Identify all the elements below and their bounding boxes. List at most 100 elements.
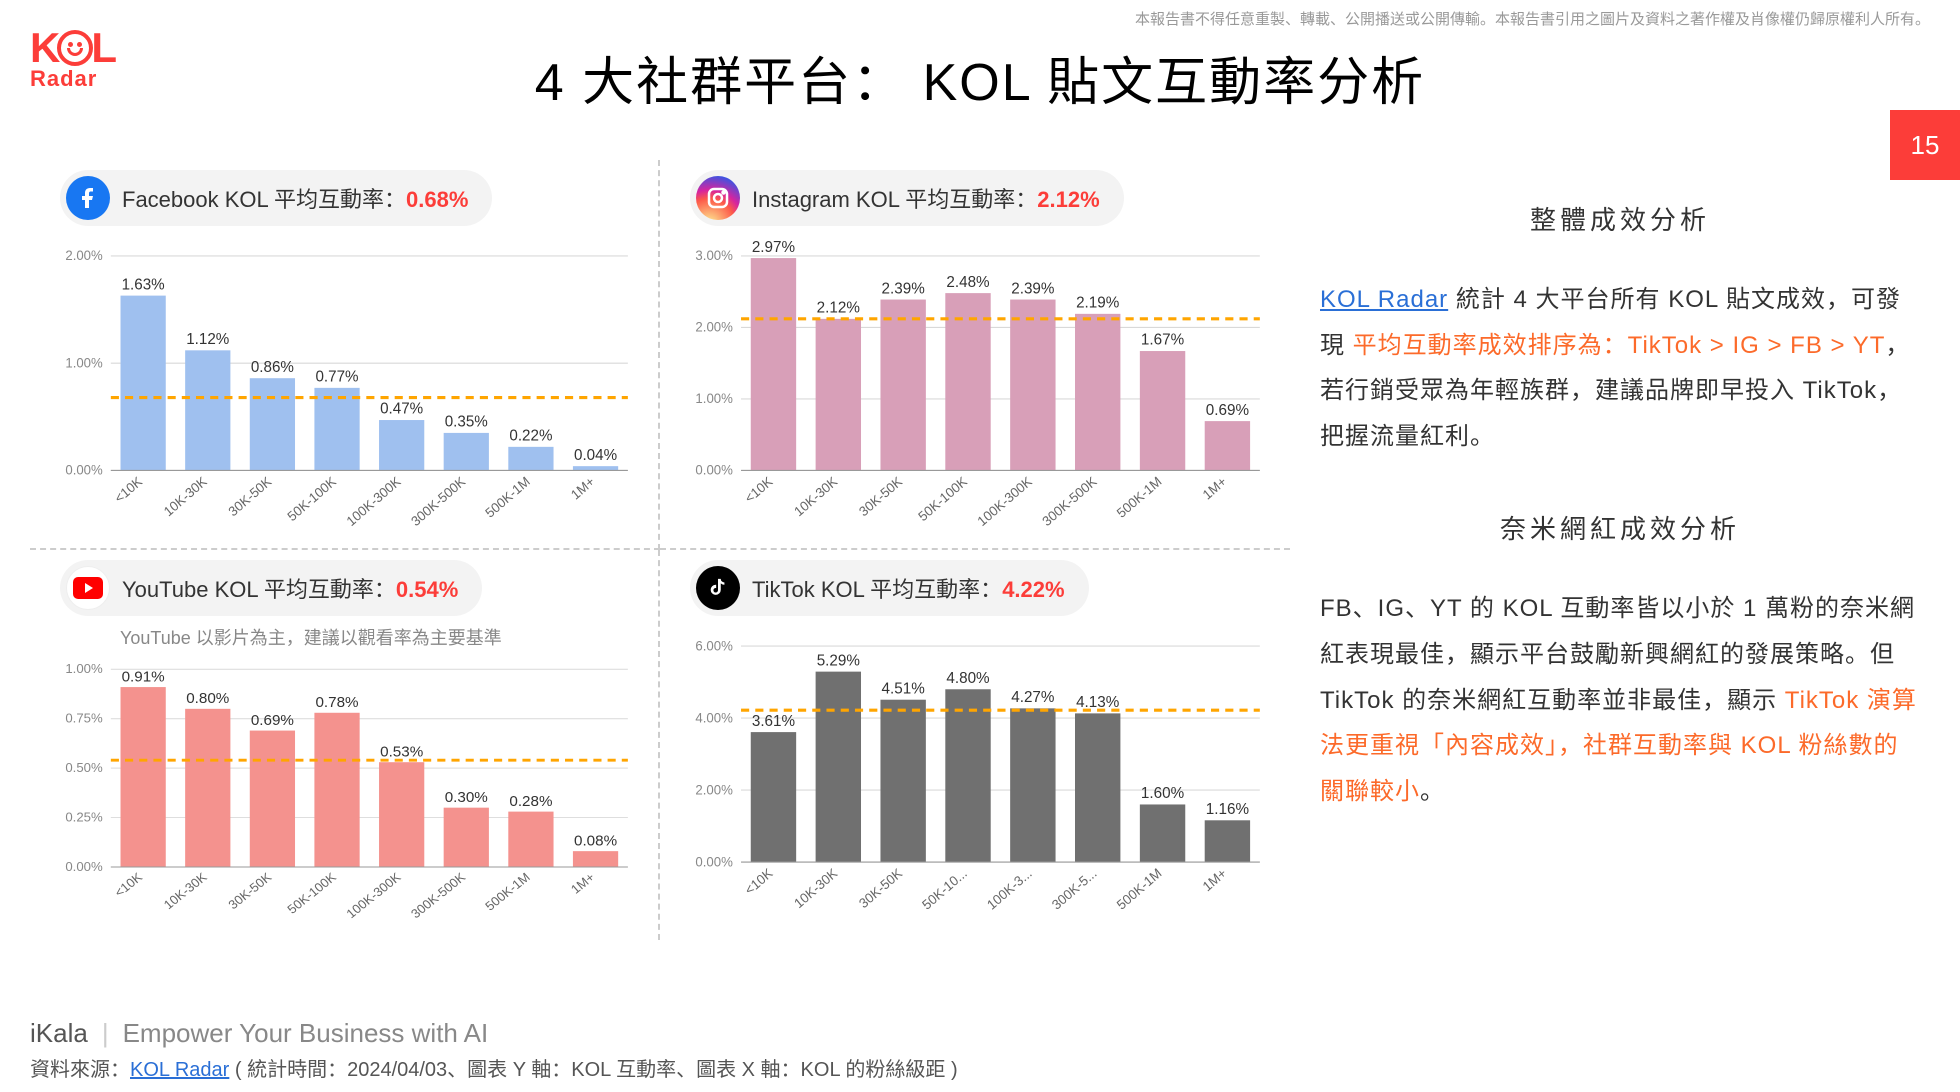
svg-text:0.50%: 0.50% [65, 760, 102, 775]
svg-text:1M+: 1M+ [1200, 474, 1230, 503]
svg-text:30K-50K: 30K-50K [225, 869, 274, 912]
svg-text:2.19%: 2.19% [1076, 294, 1119, 311]
svg-text:2.12%: 2.12% [817, 299, 860, 316]
svg-text:50K-100K: 50K-100K [284, 869, 339, 916]
svg-text:0.53%: 0.53% [380, 745, 423, 761]
svg-text:5.29%: 5.29% [817, 652, 860, 669]
svg-text:10K-30K: 10K-30K [161, 474, 210, 520]
svg-text:100K-300K: 100K-300K [975, 474, 1035, 528]
page-number-badge: 15 [1890, 110, 1960, 180]
svg-text:0.08%: 0.08% [574, 834, 617, 850]
svg-text:0.35%: 0.35% [445, 413, 488, 430]
nano-analysis-body: FB、IG、YT 的 KOL 互動率皆以小於 1 萬粉的奈米網紅表現最佳，顯示平… [1320, 586, 1920, 814]
page-title: 4 大社群平台： KOL 貼文互動率分析 [0, 40, 1960, 115]
instagram-chart-header: Instagram KOL 平均互動率：2.12% [690, 170, 1124, 226]
svg-text:500K-1M: 500K-1M [1114, 865, 1165, 912]
svg-text:300K-5...: 300K-5... [1049, 865, 1100, 912]
svg-text:4.80%: 4.80% [946, 670, 989, 687]
svg-text:0.86%: 0.86% [251, 359, 294, 376]
svg-text:10K-30K: 10K-30K [161, 869, 210, 912]
tiktok-icon [696, 566, 740, 610]
svg-text:4.27%: 4.27% [1011, 689, 1054, 706]
svg-text:1.00%: 1.00% [65, 355, 102, 370]
svg-text:2.39%: 2.39% [1011, 280, 1054, 297]
svg-text:10K-30K: 10K-30K [791, 865, 840, 911]
svg-text:500K-1M: 500K-1M [482, 870, 533, 914]
svg-text:300K-500K: 300K-500K [408, 474, 468, 528]
analysis-sidebar: 整體成效分析 KOL Radar 統計 4 大平台所有 KOL 貼文成效，可發現… [1320, 200, 1920, 814]
svg-text:<10K: <10K [112, 474, 145, 506]
footer-brand: iKala|Empower Your Business with AI [30, 1018, 1930, 1049]
svg-text:<10K: <10K [742, 474, 775, 506]
svg-text:50K-100K: 50K-100K [285, 474, 339, 525]
svg-text:0.22%: 0.22% [509, 427, 552, 444]
svg-text:1M+: 1M+ [568, 870, 598, 897]
svg-text:100K-3...: 100K-3... [984, 865, 1035, 912]
svg-text:2.00%: 2.00% [65, 248, 102, 263]
svg-text:2.00%: 2.00% [695, 782, 733, 797]
instagram-icon [696, 176, 740, 220]
svg-text:0.00%: 0.00% [65, 859, 102, 874]
footer-source: 資料來源：KOL Radar ( 統計時間：2024/04/03、圖表 Y 軸：… [30, 1053, 1930, 1082]
svg-text:50K-100K: 50K-100K [915, 474, 970, 525]
svg-text:1M+: 1M+ [568, 474, 598, 503]
svg-text:30K-50K: 30K-50K [856, 474, 905, 520]
youtube-chart-cell: YouTube KOL 平均互動率：0.54% YouTube 以影片為主，建議… [30, 550, 660, 940]
svg-text:3.61%: 3.61% [752, 713, 795, 730]
svg-text:4.13%: 4.13% [1076, 694, 1119, 711]
facebook-icon [66, 176, 110, 220]
svg-text:300K-500K: 300K-500K [408, 869, 469, 920]
instagram-chart: 0.00%1.00%2.00%3.00%2.97%2.12%2.39%2.48%… [680, 235, 1270, 528]
facebook-chart-header: Facebook KOL 平均互動率：0.68% [60, 170, 492, 226]
svg-text:0.04%: 0.04% [574, 447, 617, 464]
svg-text:10K-30K: 10K-30K [791, 474, 840, 520]
tiktok-chart-header: TikTok KOL 平均互動率：4.22% [690, 560, 1089, 616]
svg-text:6.00%: 6.00% [695, 638, 733, 653]
svg-text:0.69%: 0.69% [251, 713, 294, 729]
overall-analysis-body: KOL Radar 統計 4 大平台所有 KOL 貼文成效，可發現 平均互動率成… [1320, 277, 1920, 459]
svg-text:0.80%: 0.80% [186, 691, 229, 707]
svg-text:1.63%: 1.63% [122, 276, 165, 293]
svg-text:1.00%: 1.00% [65, 661, 102, 676]
overall-analysis-title: 整體成效分析 [1320, 200, 1920, 237]
youtube-chart-header: YouTube KOL 平均互動率：0.54% [60, 560, 482, 616]
svg-text:0.91%: 0.91% [122, 670, 165, 686]
copyright-notice: 本報告書不得任意重製、轉載、公開播送或公開傳輸。本報告書引用之圖片及資料之著作權… [1135, 8, 1930, 29]
charts-grid: Facebook KOL 平均互動率：0.68% 0.00% 1.00% 2.00%… [30, 160, 1290, 940]
svg-text:50K-10...: 50K-10... [919, 865, 970, 912]
svg-text:100K-300K: 100K-300K [344, 474, 404, 528]
svg-text:30K-50K: 30K-50K [856, 865, 905, 911]
svg-text:1M+: 1M+ [1200, 865, 1230, 894]
svg-text:0.28%: 0.28% [509, 794, 552, 810]
svg-text:<10K: <10K [111, 869, 145, 900]
svg-text:0.25%: 0.25% [65, 810, 102, 825]
svg-text:4.51%: 4.51% [882, 680, 925, 697]
svg-text:0.75%: 0.75% [65, 711, 102, 726]
svg-text:2.97%: 2.97% [752, 239, 795, 256]
svg-text:2.39%: 2.39% [882, 280, 925, 297]
svg-text:2.48%: 2.48% [946, 274, 989, 291]
facebook-chart: 0.00% 1.00% 2.00% 1.63% 1.12% 0.86% 0.77% 0.47%… [50, 235, 638, 528]
youtube-chart: 0.00% 0.25% 0.50% 0.75% 1.00% 0.91% 0.80% 0.69%… [50, 650, 638, 920]
svg-text:0.69%: 0.69% [1206, 402, 1249, 419]
facebook-chart-cell: Facebook KOL 平均互動率：0.68% 0.00% 1.00% 2.00%… [30, 160, 660, 550]
svg-text:0.78%: 0.78% [315, 695, 358, 711]
svg-text:1.12%: 1.12% [186, 331, 229, 348]
svg-text:300K-500K: 300K-500K [1039, 474, 1099, 528]
svg-text:0.00%: 0.00% [65, 462, 102, 477]
svg-text:30K-50K: 30K-50K [226, 474, 275, 520]
svg-text:1.60%: 1.60% [1141, 785, 1184, 802]
svg-text:4.00%: 4.00% [695, 710, 733, 725]
svg-text:0.77%: 0.77% [315, 368, 358, 385]
svg-text:1.67%: 1.67% [1141, 332, 1184, 349]
nano-analysis-title: 奈米網紅成效分析 [1320, 509, 1920, 546]
svg-text:100K-300K: 100K-300K [343, 869, 404, 920]
svg-text:2.00%: 2.00% [695, 319, 733, 334]
youtube-chart-subtitle: YouTube 以影片為主，建議以觀看率為主要基準 [120, 624, 648, 650]
youtube-icon [66, 566, 110, 610]
tiktok-chart: 0.00%2.00%4.00%6.00%3.61%5.29%4.51%4.80%… [680, 625, 1270, 920]
svg-text:500K-1M: 500K-1M [482, 474, 532, 521]
svg-text:0.47%: 0.47% [380, 401, 423, 418]
svg-text:500K-1M: 500K-1M [1114, 474, 1165, 521]
svg-text:1.16%: 1.16% [1206, 801, 1249, 818]
